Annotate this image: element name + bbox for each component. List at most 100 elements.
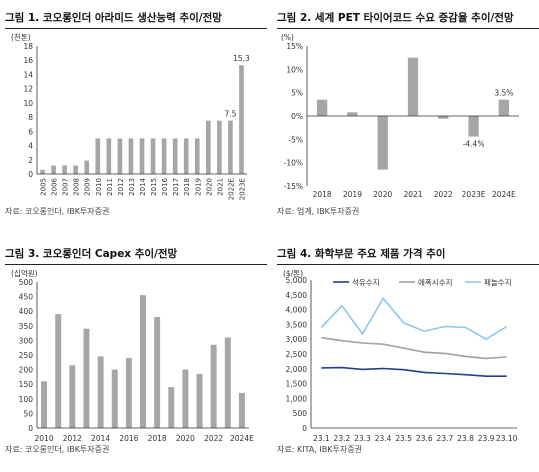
y-tick-label: 18 [23, 42, 33, 51]
data-label: -4.4% [463, 140, 485, 149]
x-tick-label: 2015 [150, 178, 158, 196]
bar-2018 [154, 317, 161, 428]
bar-2006 [51, 165, 56, 174]
bar-2010 [95, 138, 101, 174]
y-tick-label: 10 [23, 99, 33, 108]
series-line-에폭시수지 [321, 336, 507, 360]
y-tick-label: 450 [19, 293, 34, 302]
x-tick-label: 2021 [216, 178, 224, 196]
bar-2022 [438, 116, 449, 119]
bar-2022 [210, 344, 217, 428]
x-tick-label: 2024E [492, 190, 516, 199]
data-label: 15.3 [233, 54, 250, 63]
x-tick-label: 2019 [343, 190, 362, 199]
x-tick-label: 2022E [227, 178, 235, 200]
chart-panel-aramid-capacity: 그림 1. 코오롱인더 아라미드 생산능력 추이/전망 (천톤) 0 2 4 6 8 10 1… [5, 10, 267, 236]
y-tick-label: 200 [19, 366, 34, 375]
y-tick-label: 16 [23, 56, 33, 65]
x-tick-label: 23.6 [416, 434, 433, 443]
bar-2022E [228, 120, 233, 174]
bar-2017 [140, 295, 146, 428]
x-tick-label: 23.4 [375, 434, 392, 443]
y-tick-label: 5% [291, 89, 303, 98]
x-tick-label: 2011 [106, 178, 114, 196]
x-tick-label: 2014 [91, 434, 110, 443]
y-tick-label: 4,500 [286, 291, 308, 300]
bar-2020 [205, 120, 211, 174]
bar-2017 [172, 138, 178, 174]
series-line-석유수지 [321, 366, 507, 377]
x-tick-label: 2021 [403, 190, 422, 199]
legend-label: 페놀수지 [484, 277, 512, 287]
unit-label: (십억원) [11, 269, 38, 278]
x-tick-label: 2022 [434, 190, 453, 199]
bar-2012 [117, 138, 123, 174]
x-tick-label: 2020 [205, 178, 213, 196]
x-tick-label: 23.1 [313, 434, 330, 443]
y-tick-label: 250 [19, 351, 34, 360]
y-tick-label: 2,000 [286, 365, 308, 374]
y-tick-label: 5,000 [286, 276, 308, 285]
x-tick-label: 23.3 [354, 434, 371, 443]
bar-2015 [111, 369, 118, 428]
x-tick-label: 2010 [35, 434, 54, 443]
y-tick-label: 0 [28, 170, 33, 179]
pet-tirecord-demand-chart: (%) -15% -10% -5% 0% 5% 10% 15% 2018 2019 2020 2021… [281, 33, 519, 199]
bar-2019 [347, 112, 358, 116]
y-tick-label: 3,500 [286, 320, 308, 329]
x-tick-label: 23.10 [496, 434, 518, 443]
y-tick-label: 300 [19, 336, 34, 345]
x-tick-label: 2022 [204, 434, 223, 443]
bar-2009 [84, 160, 90, 174]
x-tick-label: 2013 [128, 178, 136, 196]
y-tick-label: 15% [286, 42, 303, 51]
x-tick-label: 2014 [139, 177, 147, 195]
y-tick-label: 3,000 [286, 335, 308, 344]
chart-title: 그림 3. 코오롱인더 Capex 추이/전망 [5, 246, 267, 265]
x-tick-label: 2018 [148, 434, 167, 443]
bar-2018 [183, 138, 189, 174]
legend-label: 석유수지 [352, 277, 380, 287]
unit-label: (천톤) [11, 32, 31, 42]
bar-2019 [194, 138, 200, 174]
x-tick-label: 2016 [161, 177, 169, 195]
y-tick-label: 0 [302, 424, 307, 433]
bar-2008 [73, 165, 79, 174]
bar-2023E [224, 337, 231, 428]
y-tick-label: -5% [288, 135, 303, 144]
data-label: 7.5 [224, 110, 236, 119]
bar-2021 [196, 373, 203, 428]
x-tick-label: 2020 [176, 434, 195, 443]
capex-chart: (십억원) 0 50 100 150 200 250 300 350 400 450 500 2010 2… [11, 269, 254, 443]
chart-source: 자료: 업계, IBK투자증권 [277, 207, 360, 216]
y-tick-label: 500 [293, 409, 308, 418]
x-tick-label: 2024E [230, 434, 254, 443]
bar-2021 [407, 57, 419, 116]
data-label: 3.5% [494, 89, 513, 98]
bar-2012 [69, 365, 76, 428]
y-tick-label: 14 [23, 70, 33, 79]
bar-2014 [97, 356, 104, 428]
x-tick-label: 23.2 [334, 434, 351, 443]
bar-2014 [139, 138, 145, 174]
y-tick-label: 8 [28, 113, 33, 122]
chart-title: 그림 1. 코오롱인더 아라미드 생산능력 추이/전망 [5, 10, 267, 29]
x-tick-label: 2019 [194, 178, 202, 196]
chemical-prices-chart: ($/톤) 0 500 1,000 1,500 2,000 2,500 3,000 3,500 4… [283, 269, 518, 443]
x-tick-label: 2010 [95, 178, 103, 196]
bar-2023E [468, 116, 479, 137]
x-tick-label: 2018 [183, 178, 191, 196]
bar-2020 [377, 116, 388, 170]
x-tick-label: 23.8 [457, 434, 474, 443]
y-tick-label: 1,500 [286, 380, 308, 389]
x-tick-label: 2009 [84, 178, 92, 196]
y-tick-label: -10% [284, 159, 303, 168]
x-tick-label: 2012 [117, 178, 125, 196]
unit-label: (%) [281, 33, 294, 42]
chart-panel-capex: 그림 3. 코오롱인더 Capex 추이/전망 (십억원) 0 50 100 150 20… [5, 246, 267, 472]
y-tick-label: 100 [19, 395, 34, 404]
y-tick-label: 400 [19, 307, 34, 316]
bar-2024E [498, 99, 510, 116]
bar-2013 [128, 138, 134, 174]
x-tick-label: 2016 [119, 434, 138, 443]
